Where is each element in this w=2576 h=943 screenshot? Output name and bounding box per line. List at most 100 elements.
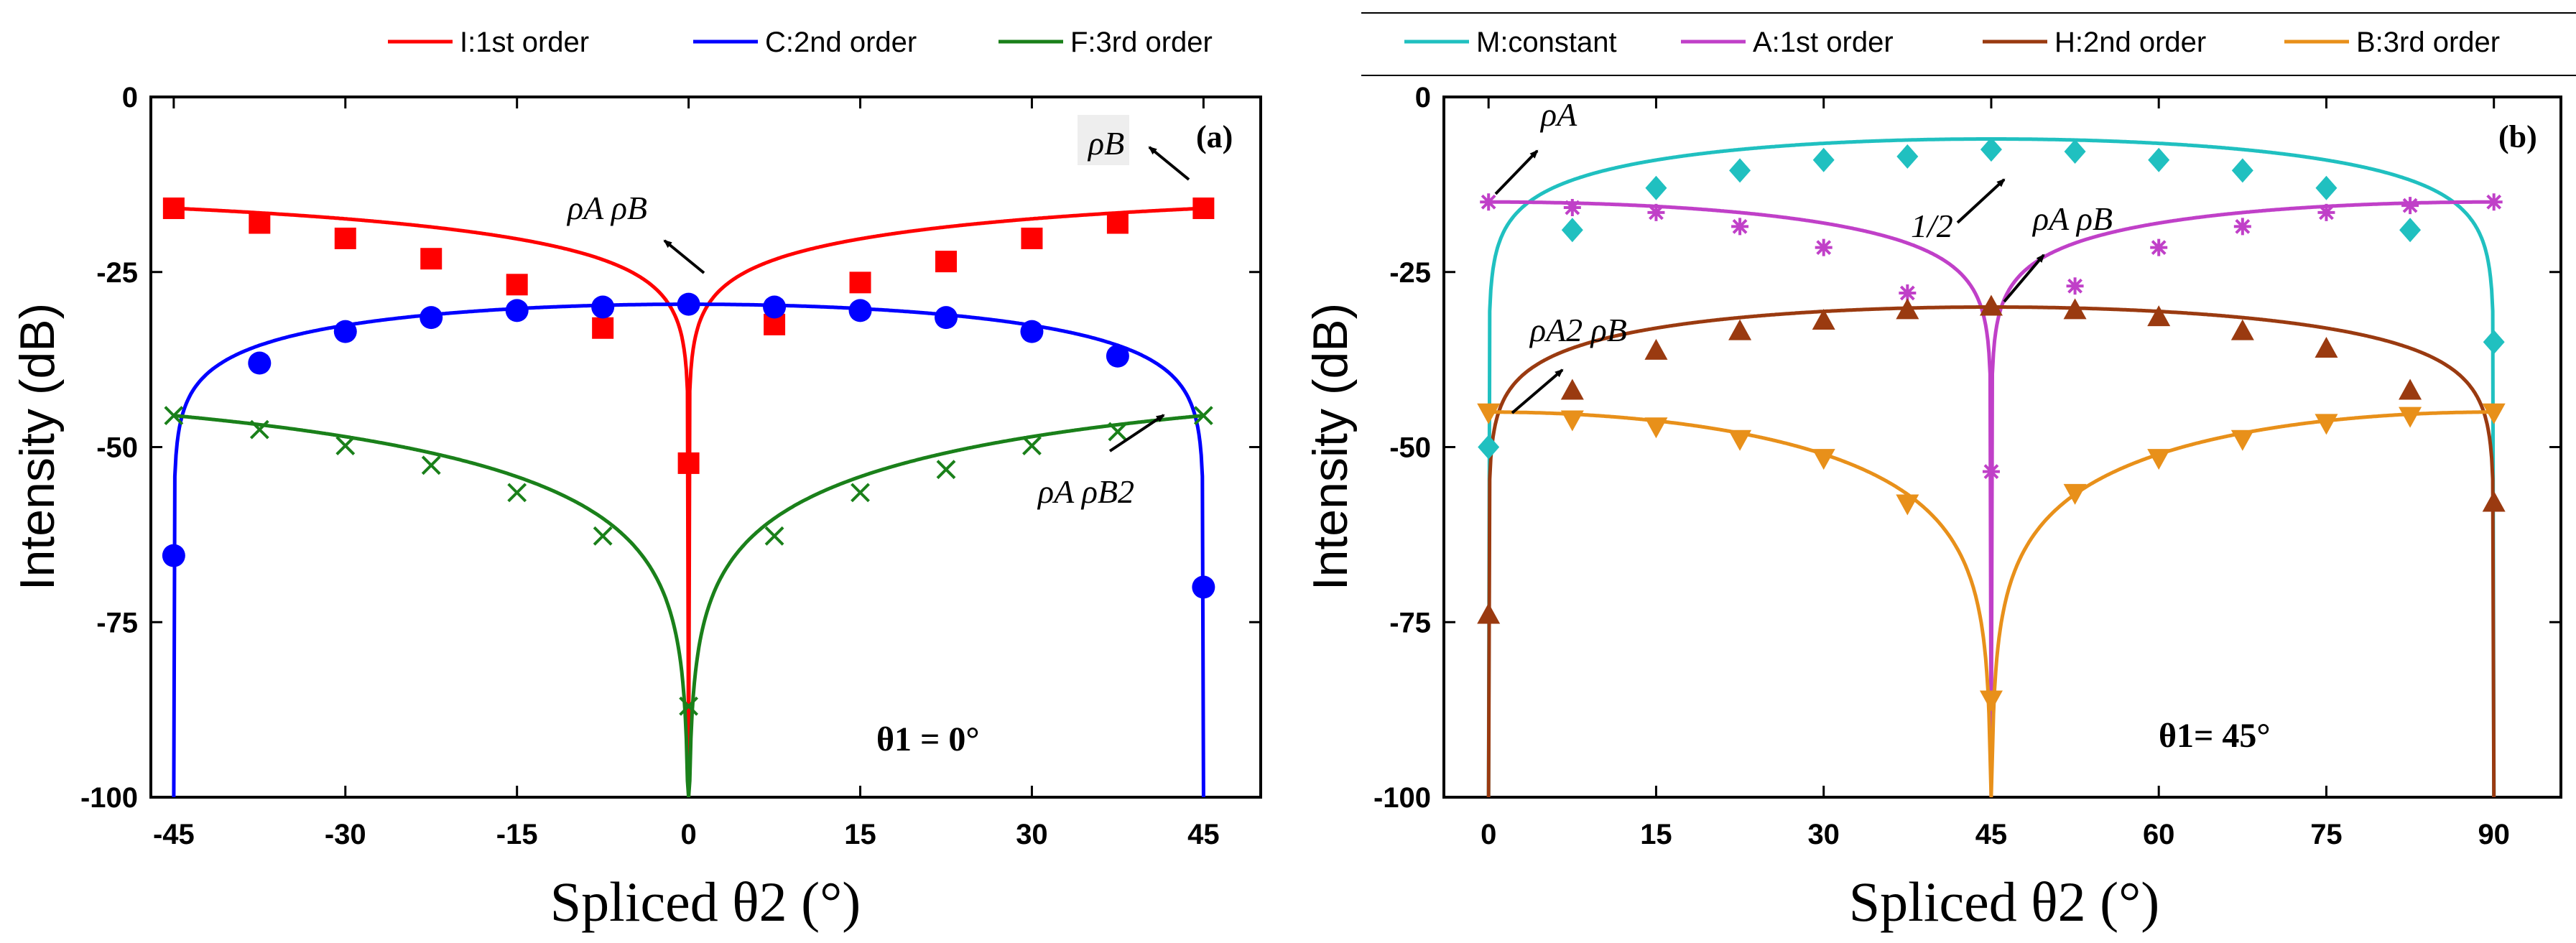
data-point-h — [1896, 298, 1919, 320]
y-tick-label: -50 — [96, 432, 138, 464]
x-tick-label: -45 — [153, 819, 195, 850]
data-point-m — [1896, 144, 1919, 169]
condition-label-b: θ1= 45° — [2159, 717, 2271, 755]
data-point-h — [1560, 378, 1584, 400]
legend-label-h-second: H:2nd order — [2054, 27, 2206, 58]
data-point-f — [421, 455, 441, 475]
data-point-a — [1480, 193, 1498, 211]
data-point-h — [1644, 338, 1668, 360]
data-point-i — [677, 452, 700, 474]
data-point-i — [1021, 227, 1043, 249]
x-tick-label: 45 — [1187, 819, 1220, 850]
data-point-a — [2066, 277, 2084, 295]
x-tick-label: 75 — [2310, 819, 2343, 850]
data-point-f — [249, 419, 269, 440]
data-point-b — [2315, 414, 2338, 435]
data-point-h — [2482, 491, 2506, 512]
data-point-i — [592, 317, 614, 339]
legend-label-i-first: I:1st order — [460, 27, 589, 58]
data-point-b — [1979, 690, 2003, 712]
x-tick-label: 30 — [1807, 819, 1840, 850]
data-point-m — [1478, 435, 1500, 460]
annotation-rhoa-rhob2-a: ρA ρB2 — [1037, 473, 1134, 510]
data-point-m — [2148, 147, 2170, 172]
data-point-f — [164, 406, 184, 426]
annotation-rhoa-b: ρA — [1539, 96, 1577, 133]
panel-label-a: (a) — [1196, 119, 1233, 154]
data-point-m — [1561, 218, 1583, 243]
data-point-c — [848, 299, 872, 322]
y-tick-label: 0 — [122, 82, 138, 113]
legend-label-f-third: F:3rd order — [1070, 27, 1213, 58]
data-point-b — [2230, 429, 2254, 451]
x-tick-label: 90 — [2478, 819, 2510, 850]
data-point-i — [249, 212, 271, 234]
data-point-f — [593, 526, 613, 546]
data-point-a — [1731, 218, 1749, 236]
data-point-b — [1728, 429, 1752, 451]
x-tick-label: 0 — [1481, 819, 1496, 850]
y-tick-label: -75 — [96, 607, 138, 638]
x-tick-label: 15 — [1640, 819, 1672, 850]
legend-label-a-first: A:1st order — [1753, 27, 1894, 58]
data-point-a — [2150, 238, 2168, 256]
data-point-i — [935, 251, 957, 273]
data-point-f — [764, 526, 784, 546]
data-point-c — [763, 295, 787, 319]
panel-b-chart: M:constant A:1st order H:2nd order B:3rd… — [1303, 12, 2576, 933]
data-point-c — [591, 295, 615, 319]
data-point-f — [1108, 422, 1128, 442]
x-axis-title-a: Spliced θ2 (°) — [550, 870, 861, 933]
legend-label-c-second: C:2nd order — [765, 27, 917, 58]
data-point-c — [934, 306, 958, 330]
data-point-b — [2399, 407, 2422, 428]
data-point-c — [1106, 344, 1129, 368]
data-point-b — [1812, 449, 1835, 470]
data-point-i — [1192, 198, 1215, 220]
data-point-h — [2399, 378, 2422, 400]
legend-label-m-constant: M:constant — [1476, 27, 1617, 58]
x-tick-label: -30 — [325, 819, 366, 850]
data-point-f — [507, 483, 527, 503]
annotation-rhoa2-rhob-b: ρA2 ρB — [1529, 312, 1627, 348]
data-point-a — [1647, 203, 1665, 221]
y-tick-label: -100 — [1373, 782, 1431, 814]
data-point-i — [849, 271, 871, 294]
annotations-a: ρB ρA ρB ρA ρB2 — [566, 115, 1190, 510]
data-point-a — [2485, 193, 2503, 211]
data-point-b — [2482, 403, 2506, 424]
y-axis-title-b: Intensity (dB) — [1303, 303, 1358, 591]
data-point-a — [1563, 199, 1581, 217]
data-point-b — [2147, 449, 2171, 470]
data-point-b — [1644, 417, 1668, 439]
annotation-arrow-rhoa2-rhob-b — [1511, 368, 1564, 414]
plot-frame-a — [149, 96, 1262, 799]
data-point-h — [2230, 319, 2254, 340]
data-point-m — [2315, 175, 2338, 200]
data-point-m — [1812, 147, 1835, 172]
data-point-i — [162, 198, 185, 220]
data-point-a — [1815, 238, 1833, 256]
markers-b — [1477, 137, 2506, 712]
data-point-c — [162, 544, 185, 567]
data-point-h — [1812, 309, 1835, 330]
data-point-h — [1477, 603, 1501, 624]
data-point-c — [333, 320, 357, 343]
data-point-a — [2233, 218, 2251, 236]
data-point-m — [2399, 218, 2422, 243]
y-tick-label: -100 — [80, 782, 138, 814]
y-tick-label: -50 — [1389, 432, 1431, 464]
data-point-f — [679, 696, 699, 716]
y-tick-label: -25 — [96, 257, 138, 289]
data-point-c — [1192, 575, 1215, 599]
annotation-arrow-rhoa-rhob2-a — [1108, 414, 1165, 452]
annotation-rhob-box — [1078, 115, 1129, 165]
data-point-b — [1896, 494, 1919, 516]
annotation-arrow-rhoa-rhob-a — [663, 239, 705, 274]
data-point-h — [2147, 305, 2171, 327]
ticks-b: 0 15 30 45 60 75 90 0 -25 -50 -75 -100 — [1373, 82, 2561, 850]
data-point-h — [1728, 319, 1752, 340]
x-axis-title-b: Spliced θ2 (°) — [1849, 870, 2159, 933]
annotation-arrow-half-b — [1956, 178, 2006, 224]
y-tick-label: -75 — [1389, 607, 1431, 638]
